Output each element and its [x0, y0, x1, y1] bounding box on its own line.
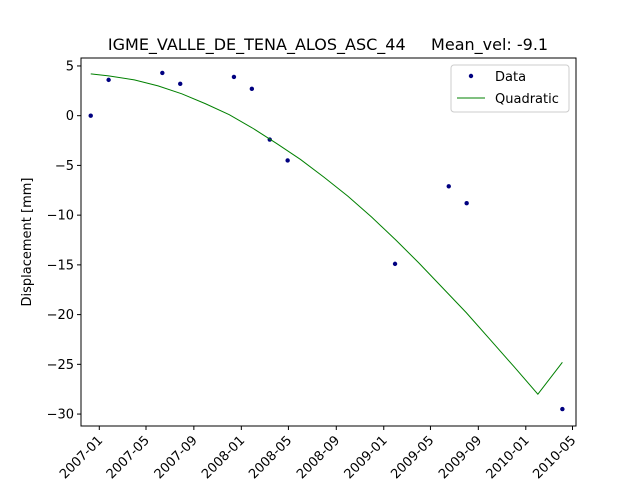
legend-label: Data [495, 70, 526, 85]
data-point [88, 113, 93, 118]
plot-layer [88, 70, 565, 412]
y-tick-label: −20 [47, 308, 74, 323]
y-tick-label: −15 [47, 258, 74, 273]
data-point [285, 158, 290, 163]
y-tick-label: 0 [66, 109, 74, 124]
y-axis-label: Displacement [mm] [20, 178, 35, 307]
data-point [249, 86, 255, 92]
data-point [560, 406, 565, 412]
legend-swatch-marker [468, 73, 474, 79]
series-line-quadratic [90, 73, 563, 395]
y-tick-label: 5 [66, 59, 74, 74]
y-tick-label: −10 [47, 209, 74, 224]
plot-frame [80, 57, 577, 427]
data-point [464, 201, 469, 206]
data-point [106, 77, 111, 83]
data-point [231, 74, 237, 80]
chart-title: IGME_VALLE_DE_TENA_ALOS_ASC_44 Mean_vel:… [108, 35, 548, 55]
y-tick-label: −5 [55, 159, 74, 174]
data-point [178, 81, 183, 87]
legend-box [450, 64, 570, 113]
data-point [392, 261, 398, 267]
data-point [446, 184, 451, 189]
legend-label: Quadratic [495, 92, 559, 107]
legend: Data Quadratic [450, 64, 570, 113]
y-tick-label: −30 [47, 408, 74, 423]
data-point [160, 70, 165, 76]
y-tick-label: −25 [47, 358, 74, 373]
